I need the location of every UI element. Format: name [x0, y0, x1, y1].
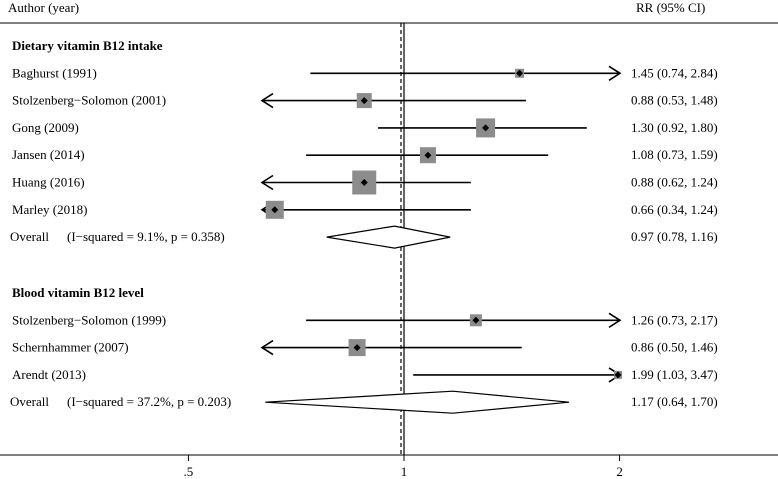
study-label: Schernhammer (2007)	[12, 340, 129, 355]
x-axis-ticks: .2.512	[184, 455, 623, 479]
heterogeneity-stat: (I−squared = 9.1%, p = 0.358)	[67, 229, 225, 244]
point-estimate	[353, 344, 361, 352]
overall-label: Overall	[10, 394, 49, 409]
study-label: Gong (2009)	[12, 120, 79, 135]
point-estimate	[516, 69, 524, 77]
ci-arrow	[608, 65, 622, 81]
overall-diamond	[326, 225, 451, 249]
overall-ci-text: 0.97 (0.78, 1.16)	[631, 229, 718, 244]
point-estimate	[360, 97, 368, 105]
point-estimate	[424, 151, 432, 159]
x-tick-label: 1	[401, 464, 408, 479]
ci-arrow	[260, 92, 274, 109]
header-effect: RR (95% CI)	[636, 0, 705, 15]
study-label: Huang (2016)	[12, 175, 85, 190]
point-estimate	[472, 316, 480, 324]
study-ci-text: 1.45 (0.74, 2.84)	[631, 65, 718, 80]
study-ci-text: 1.26 (0.73, 2.17)	[631, 312, 718, 327]
study-ci-text: 1.30 (0.92, 1.80)	[631, 120, 718, 135]
overall-label: Overall	[10, 229, 49, 244]
study-label: Stolzenberg−Solomon (2001)	[12, 93, 166, 108]
header-study: Author (year)	[8, 0, 79, 15]
study-label: Arendt (2013)	[12, 367, 86, 382]
overall-diamond	[265, 390, 570, 414]
study-label: Marley (2018)	[12, 202, 87, 217]
point-estimate	[271, 206, 279, 214]
study-ci-text: 0.88 (0.62, 1.24)	[631, 175, 718, 190]
x-tick-label: 2	[616, 464, 623, 479]
group-heading: Dietary vitamin B12 intake	[12, 38, 163, 53]
ci-arrow	[260, 339, 274, 356]
study-ci-text: 0.86 (0.50, 1.46)	[631, 340, 718, 355]
group-heading: Blood vitamin B12 level	[12, 285, 144, 300]
point-estimate	[482, 124, 490, 132]
ci-arrow	[608, 312, 622, 328]
study-label: Stolzenberg−Solomon (1999)	[12, 312, 166, 327]
overall-ci-text: 1.17 (0.64, 1.70)	[631, 394, 718, 409]
point-estimate	[614, 371, 622, 379]
study-label: Jansen (2014)	[12, 147, 85, 162]
study-ci-text: 1.08 (0.73, 1.59)	[631, 147, 718, 162]
study-ci-text: 1.99 (1.03, 3.47)	[631, 367, 718, 382]
study-rows: Dietary vitamin B12 intake Baghurst (1991…	[10, 38, 718, 414]
study-ci-text: 0.66 (0.34, 1.24)	[631, 202, 718, 217]
heterogeneity-stat: (I−squared = 37.2%, p = 0.203)	[67, 394, 231, 409]
study-label: Baghurst (1991)	[12, 65, 97, 80]
x-tick-label: .5	[184, 464, 194, 479]
study-ci-text: 0.88 (0.53, 1.48)	[631, 93, 718, 108]
point-estimate	[360, 179, 368, 186]
ci-arrow	[260, 174, 274, 191]
